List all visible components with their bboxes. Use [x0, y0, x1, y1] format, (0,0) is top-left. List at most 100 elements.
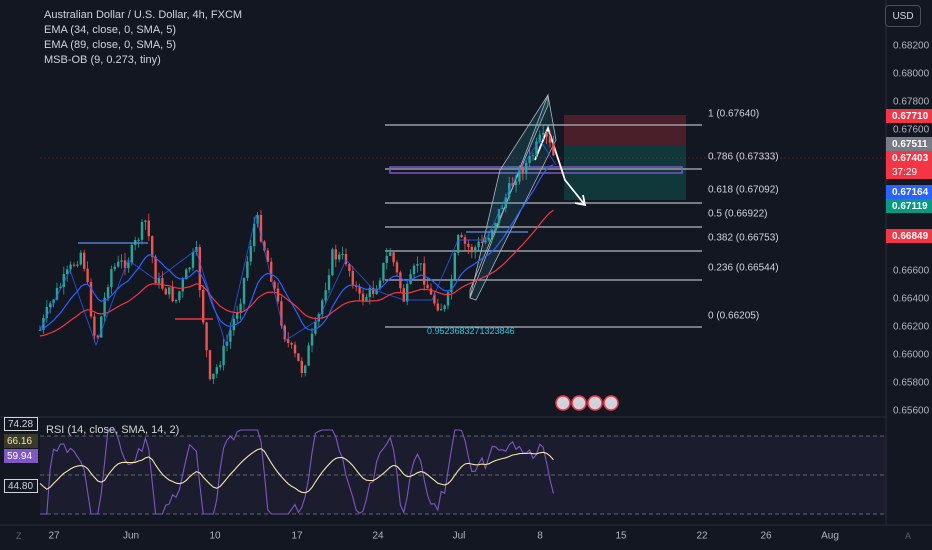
candle-body — [511, 183, 514, 186]
candle-body — [232, 318, 235, 331]
zigzag-line — [39, 139, 557, 347]
rsi-legend[interactable]: RSI (14, close, SMA, 14, 2) — [46, 424, 180, 436]
price-tick: 0.68200 — [893, 40, 930, 52]
candle-body — [314, 321, 317, 334]
price-tick: 0.65800 — [893, 377, 930, 389]
auto-scale-toggle[interactable]: A — [905, 531, 912, 541]
price-tag-entry: 0.67511 — [886, 137, 932, 151]
candle-body — [460, 235, 463, 238]
candle-body — [59, 286, 62, 288]
candle-body — [514, 181, 518, 186]
candle-body — [127, 262, 130, 269]
candle-body — [470, 246, 473, 253]
fib-label: 0.786 (0.67333) — [708, 151, 779, 163]
candle-body — [171, 287, 174, 302]
candle-body — [72, 264, 76, 266]
rsi-ma-line — [39, 448, 554, 494]
candle-body — [531, 155, 535, 157]
candle-body — [297, 353, 300, 361]
candle-body — [542, 133, 545, 135]
date-tick: 24 — [372, 530, 384, 542]
order-block[interactable] — [389, 166, 683, 174]
candle-body — [344, 254, 348, 265]
candle-body — [123, 260, 127, 269]
candle-body — [419, 263, 422, 265]
projection-arrow[interactable] — [534, 125, 586, 206]
candle-body — [409, 274, 412, 284]
candle-body — [518, 167, 521, 182]
candle-body — [52, 299, 55, 304]
candle-body — [287, 339, 290, 343]
candle-body — [487, 237, 490, 241]
candlesticks — [38, 125, 555, 384]
candle-body — [89, 282, 93, 317]
candle-body — [110, 269, 113, 288]
candle-body — [181, 279, 184, 292]
candle-body — [140, 221, 144, 240]
price-tick: 0.67600 — [893, 124, 930, 136]
candle-body — [174, 299, 178, 302]
fib-label: 0.236 (0.66544) — [708, 262, 779, 274]
candle-body — [280, 301, 283, 326]
candle-body — [446, 292, 450, 306]
candle-body — [351, 270, 354, 286]
symbol-title: Australian Dollar / U.S. Dollar, 4h, FXC… — [44, 9, 243, 21]
candle-body — [266, 250, 269, 262]
msb-ob-legend[interactable]: MSB-OB (9, 0.273, tiny) — [44, 54, 161, 66]
candle-body — [538, 134, 541, 142]
candle-body — [137, 239, 140, 241]
candle-body — [463, 237, 467, 244]
candle-body — [242, 277, 246, 304]
economic-events[interactable] — [555, 395, 619, 411]
price-tick: 0.67800 — [893, 96, 930, 108]
price-tag-ema89: 0.66849 — [886, 229, 932, 243]
candle-body — [117, 261, 120, 267]
candle-body — [178, 291, 181, 300]
candle-body — [283, 325, 286, 340]
candle-body — [83, 252, 86, 269]
candle-body — [310, 333, 314, 346]
candle-body — [484, 240, 487, 243]
candle-body — [375, 288, 378, 295]
ema-89-legend[interactable]: EMA (89, close, 0, SMA, 5) — [44, 39, 177, 51]
timezone-toggle[interactable]: Z — [16, 531, 22, 541]
candle-body — [147, 220, 150, 237]
candle-body — [535, 141, 538, 156]
fib-retracement[interactable] — [385, 124, 702, 328]
candle-body — [395, 262, 399, 273]
candle-body — [491, 229, 494, 238]
ema-34-legend[interactable]: EMA (34, close, 0, SMA, 5) — [44, 24, 177, 36]
currency-button[interactable]: USD — [885, 5, 921, 27]
candle-body — [144, 220, 147, 222]
candle-body — [324, 290, 327, 301]
candle-body — [259, 215, 263, 242]
candle-body — [157, 278, 161, 284]
candle-body — [263, 241, 266, 251]
candle-body — [525, 162, 528, 174]
fib-label: 0 (0.66205) — [708, 310, 760, 322]
candle-body — [378, 280, 382, 289]
candle-body — [521, 167, 524, 174]
candle-body — [273, 281, 276, 289]
candle-body — [161, 278, 164, 289]
candle-body — [113, 266, 116, 270]
candle-body — [385, 255, 388, 263]
date-tick: 17 — [291, 530, 303, 542]
candle-body — [208, 350, 212, 380]
chart-legend: Australian Dollar / U.S. Dollar, 4h, FXC… — [44, 8, 242, 68]
rsi-ma-tag: 66.16 — [4, 434, 38, 448]
candle-body — [290, 342, 293, 345]
candle-body — [164, 288, 167, 295]
price-tag-ema34: 0.67164 — [886, 185, 932, 199]
ema-89-line — [39, 209, 554, 337]
candle-body — [341, 254, 344, 256]
candle-body — [467, 243, 470, 247]
date-tick: Jun — [122, 530, 140, 542]
candle-body — [249, 246, 252, 262]
candle-body — [253, 223, 256, 247]
candle-body — [154, 256, 157, 284]
fib-label: 1 (0.67640) — [708, 108, 760, 120]
stop-loss-zone[interactable] — [564, 115, 686, 145]
